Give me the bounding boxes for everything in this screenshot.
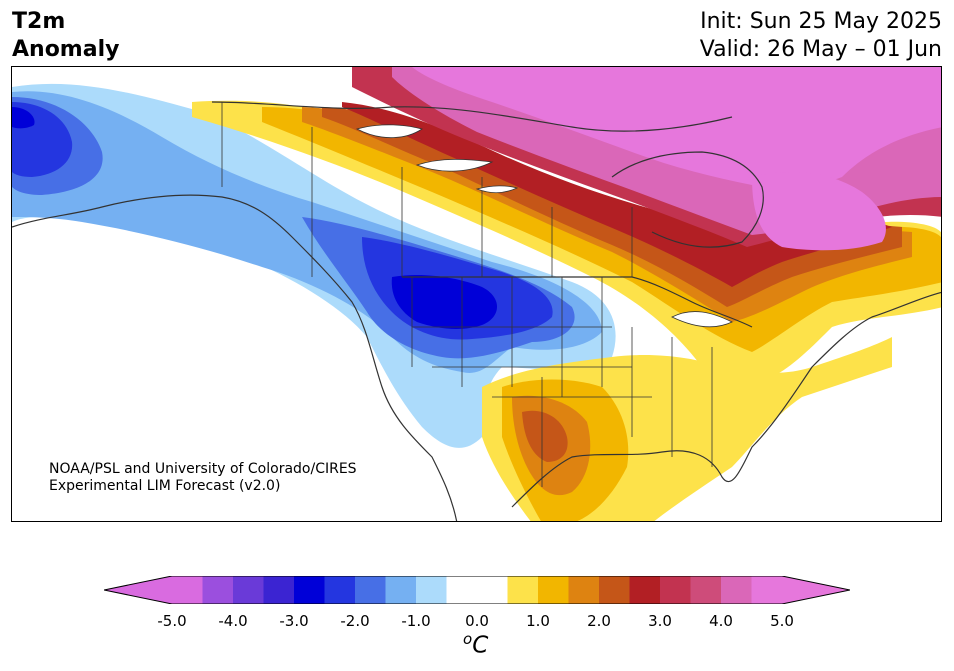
lake-athabasca: [475, 185, 519, 194]
colorbar-segment: [721, 576, 752, 604]
colorbar-tick-label: 3.0: [648, 612, 672, 630]
warm-anomaly-texas-core: [522, 410, 568, 462]
plot-title: T2m Anomaly: [12, 8, 119, 64]
colorbar-tick-label: 4.0: [709, 612, 733, 630]
colorbar-tick-label: -4.0: [218, 612, 248, 630]
title-line-variable: T2m: [12, 9, 66, 34]
colorbar-segment: [599, 576, 630, 604]
anomaly-shading: [12, 67, 941, 521]
colorbar: [104, 576, 850, 604]
colorbar-segment: [477, 576, 508, 604]
colorbar-tick-label: -3.0: [279, 612, 309, 630]
credit-line2: Experimental LIM Forecast (v2.0): [49, 478, 281, 494]
colorbar-segment: [568, 576, 600, 604]
unit-letter: C: [472, 632, 489, 659]
great-bear-lake: [355, 124, 423, 139]
colorbar-unit-label: oC: [463, 630, 488, 659]
colorbar-segment: [416, 576, 447, 604]
warm-anomaly-quebec: [752, 172, 886, 251]
gulf-coastline: [511, 291, 941, 508]
credit-text: NOAA/PSL and University of Colorado/CIRE…: [49, 461, 357, 495]
colorbar-segment: [507, 576, 539, 604]
forecast-dates: Init: Sun 25 May 2025 Valid: 26 May – 01…: [700, 8, 942, 64]
arctic-coast: [211, 101, 733, 132]
colorbar-tick-label: -2.0: [340, 612, 370, 630]
pacific-coastline: [12, 194, 458, 521]
colorbar-segment: [385, 576, 417, 604]
colorbar-tick-label: 1.0: [526, 612, 550, 630]
anomaly-map: [11, 66, 942, 522]
colorbar-under-arrow: [104, 576, 172, 604]
map-canvas: [12, 67, 941, 521]
great-lakes: [671, 311, 733, 328]
colorbar-segment: [263, 576, 295, 604]
hudson-bay-coast: [611, 151, 764, 248]
colorbar-segment: [629, 576, 661, 604]
canada-us-border: [402, 276, 753, 328]
valid-range: Valid: 26 May – 01 Jun: [699, 37, 942, 62]
title-line-anomaly: Anomaly: [12, 37, 120, 62]
ice-lakes: [355, 124, 733, 328]
credit-line1: NOAA/PSL and University of Colorado/CIRE…: [49, 461, 357, 477]
cold-anomaly-nw-core: [391, 275, 497, 329]
colorbar-segment: [324, 576, 356, 604]
colorbar-segment: [690, 576, 722, 604]
colorbar-segment: [751, 576, 783, 604]
state-lines: [411, 277, 713, 487]
degree-symbol: o: [463, 630, 473, 648]
great-slave-lake: [415, 158, 494, 172]
coastlines-borders: [12, 101, 941, 521]
colorbar-tick-label: -5.0: [157, 612, 187, 630]
colorbar-segment: [202, 576, 234, 604]
colorbar-segment: [538, 576, 569, 604]
colorbar-segment: [446, 576, 478, 604]
colorbar-segment: [233, 576, 264, 604]
colorbar-tick-label: 2.0: [587, 612, 611, 630]
colorbar-tick-label: 5.0: [770, 612, 794, 630]
colorbar-tick-label: 0.0: [465, 612, 489, 630]
colorbar-over-arrow: [782, 576, 850, 604]
init-date: Init: Sun 25 May 2025: [700, 9, 942, 34]
province-lines: [221, 102, 633, 277]
colorbar-segment: [660, 576, 691, 604]
colorbar-segment: [172, 576, 203, 604]
colorbar-segment: [355, 576, 386, 604]
colorbar-segment: [294, 576, 325, 604]
cold-anomaly-alaska-core: [12, 107, 35, 129]
colorbar-tick-label: -1.0: [401, 612, 431, 630]
